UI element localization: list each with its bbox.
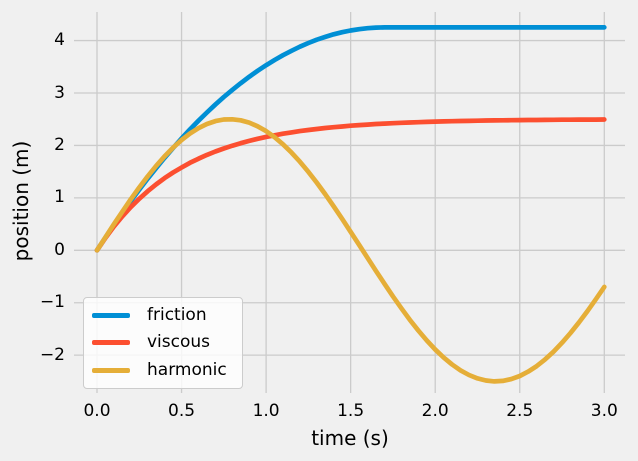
x-tick-label: 1.0 xyxy=(252,401,280,421)
legend-swatch-harmonic xyxy=(92,367,130,373)
legend-swatch-friction xyxy=(92,313,130,319)
legend-label: friction xyxy=(147,305,207,326)
y-tick-label: 0 xyxy=(54,239,65,260)
x-tick-label: 3.0 xyxy=(590,401,618,421)
x-axis-label: time (s) xyxy=(311,426,389,450)
x-tick-label: 0.0 xyxy=(83,401,111,421)
legend-item-viscous: viscous xyxy=(92,329,242,356)
series-harmonic-line xyxy=(94,116,607,384)
y-tick-label: 4 xyxy=(54,30,65,51)
y-tick-label: 2 xyxy=(54,134,65,155)
y-tick-label: 3 xyxy=(54,82,65,103)
legend-item-harmonic: harmonic xyxy=(92,357,242,384)
x-tick-label: 2.0 xyxy=(421,401,449,421)
legend-label: viscous xyxy=(147,332,211,353)
x-tick-label: 0.5 xyxy=(168,401,196,421)
legend: friction viscous harmonic xyxy=(83,297,243,389)
legend-label: harmonic xyxy=(147,359,227,380)
y-tick-label: 1 xyxy=(54,187,65,208)
x-tick-label: 1.5 xyxy=(337,401,365,421)
y-tick-label: −2 xyxy=(39,344,65,365)
x-tick-label: 2.5 xyxy=(506,401,534,421)
legend-item-friction: friction xyxy=(92,302,242,329)
legend-swatch-viscous xyxy=(92,340,130,346)
y-tick-label: −1 xyxy=(39,292,65,313)
series-viscous-line xyxy=(94,117,607,253)
